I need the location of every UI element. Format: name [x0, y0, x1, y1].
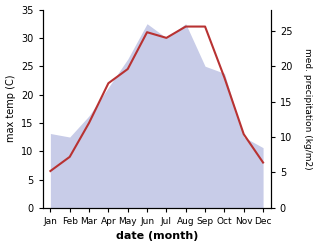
X-axis label: date (month): date (month) [115, 231, 198, 242]
Y-axis label: med. precipitation (kg/m2): med. precipitation (kg/m2) [303, 48, 313, 169]
Y-axis label: max temp (C): max temp (C) [5, 75, 16, 143]
